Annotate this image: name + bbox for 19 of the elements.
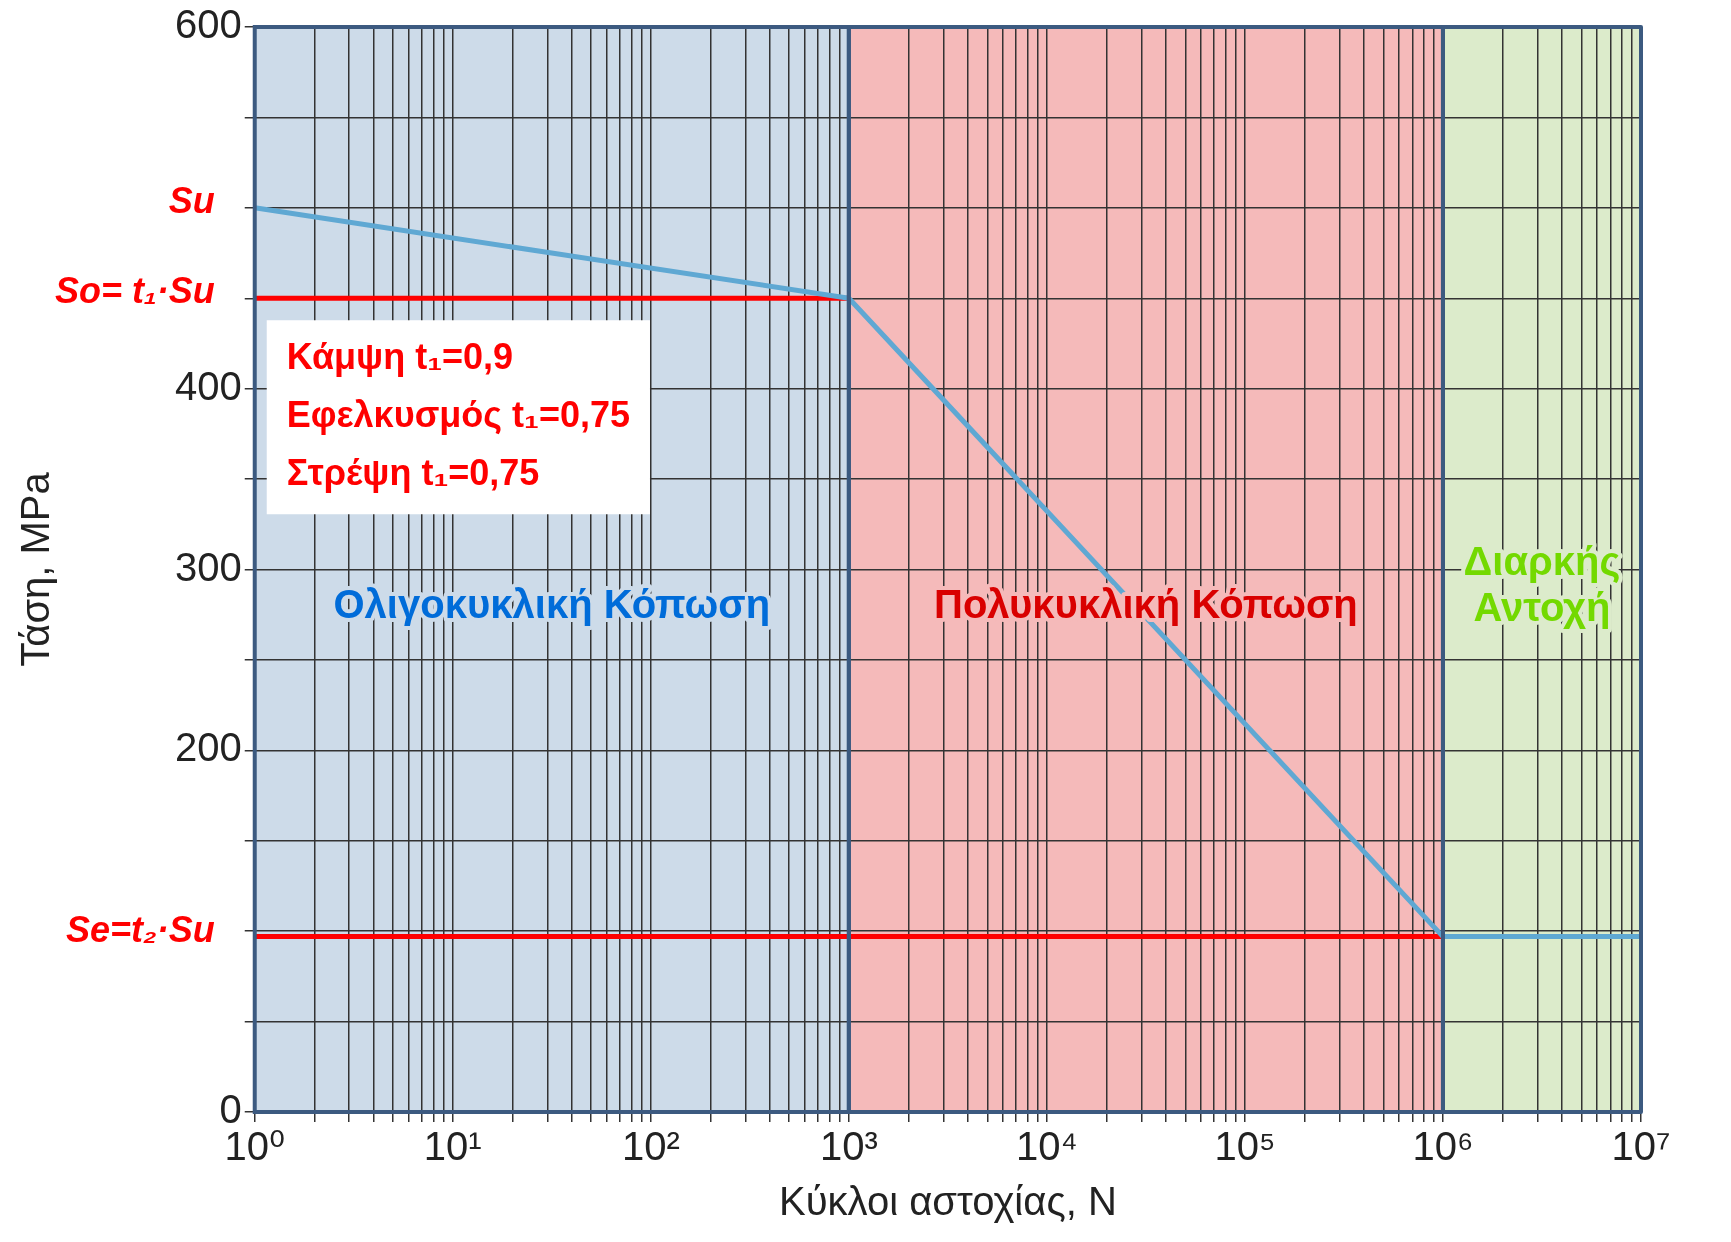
annotation: Εφελκυσμός t₁=0,75 xyxy=(286,394,630,436)
x-tick-label: 10² xyxy=(621,1124,680,1169)
x-tick-label: 10³ xyxy=(819,1124,878,1169)
x-tick-label: 10⁷ xyxy=(1611,1124,1671,1169)
x-tick-label: 10⁴ xyxy=(1016,1124,1078,1169)
x-tick-label: 10⁵ xyxy=(1214,1124,1276,1169)
annotation: Στρέψη t₁=0,75 xyxy=(286,452,540,494)
annotation: Su xyxy=(168,179,215,221)
series-label: So= t₁·Su xyxy=(55,270,215,312)
annotation: Κάμψη t₁=0,9 xyxy=(286,336,514,378)
x-tick-label: 10¹ xyxy=(423,1124,482,1169)
y-tick-label: 400 xyxy=(174,363,242,408)
x-tick-label: 10⁶ xyxy=(1412,1124,1474,1169)
y-axis-title: Τάση, MPa xyxy=(13,471,58,667)
y-tick-label: 600 xyxy=(174,2,242,47)
y-tick-label: 200 xyxy=(174,725,242,770)
series-label: Se=t₂·Su xyxy=(65,908,215,950)
y-tick-label: 300 xyxy=(174,544,242,589)
x-axis-title: Κύκλοι αστοχίας, N xyxy=(778,1179,1117,1224)
